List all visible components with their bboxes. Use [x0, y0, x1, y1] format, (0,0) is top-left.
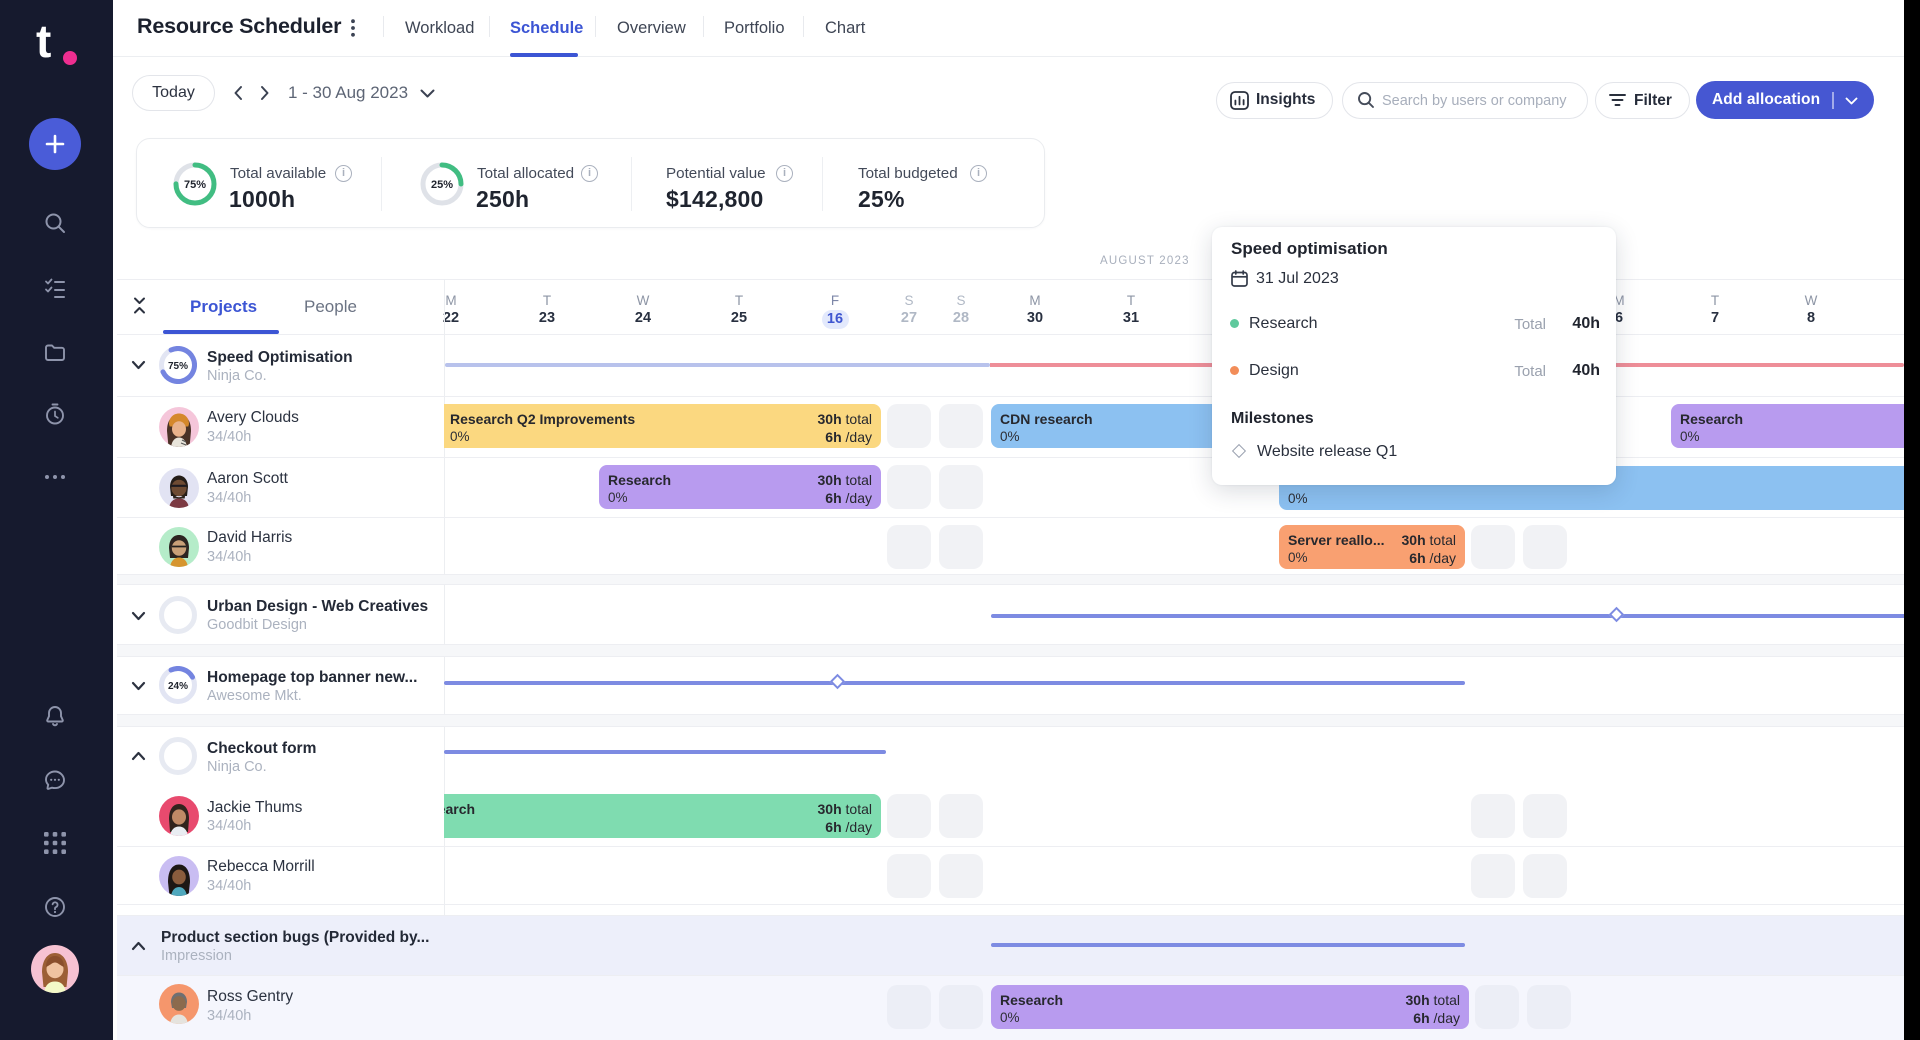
- svg-text:75%: 75%: [168, 361, 188, 372]
- svg-text:24%: 24%: [168, 681, 188, 692]
- svg-text:75%: 75%: [184, 179, 206, 191]
- svg-text:25%: 25%: [431, 179, 453, 191]
